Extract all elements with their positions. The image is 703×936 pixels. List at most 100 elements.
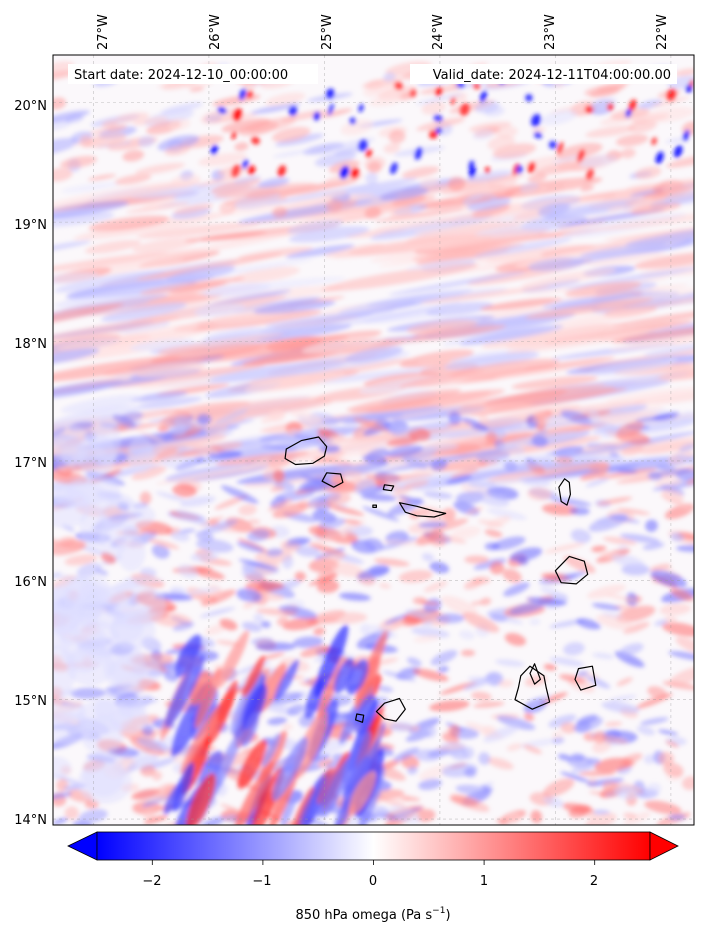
omega-cell [355, 654, 381, 711]
omega-cell [608, 293, 694, 313]
omega-cell [426, 302, 494, 316]
omega-cell [444, 352, 540, 370]
omega-cell [155, 491, 186, 502]
omega-cell [289, 429, 318, 437]
omega-cell [478, 413, 489, 426]
omega-cell [115, 112, 150, 123]
omega-cell [642, 542, 665, 550]
omega-cell [406, 657, 422, 667]
omega-cell [313, 111, 321, 121]
omega-cell [529, 618, 541, 626]
omega-cell [466, 507, 483, 515]
omega-cell [417, 350, 473, 365]
omega-cell [319, 108, 353, 118]
omega-cell [232, 266, 300, 283]
omega-field [53, 60, 694, 825]
omega-cell [199, 750, 223, 786]
omega-cell [617, 468, 638, 474]
omega-cell [302, 478, 333, 492]
omega-cell [478, 752, 491, 765]
omega-cell [496, 126, 518, 139]
omega-cell [419, 601, 440, 606]
omega-cell [147, 292, 198, 304]
omega-cell [242, 655, 266, 698]
omega-cell [132, 116, 168, 126]
omega-cell [98, 501, 156, 530]
omega-cell [314, 624, 349, 698]
omega-cell [577, 149, 585, 163]
omega-cell [412, 668, 449, 682]
omega-cell [166, 265, 236, 283]
omega-cell [167, 396, 327, 420]
omega-cell [531, 113, 542, 127]
omega-cell [476, 451, 511, 463]
omega-cell [503, 460, 518, 471]
omega-cell [579, 470, 607, 481]
omega-cell [538, 202, 571, 217]
omega-cell [275, 133, 324, 147]
omega-cell [256, 323, 352, 341]
omega-cell [137, 429, 164, 443]
omega-cell [186, 773, 216, 825]
omega-cell [655, 151, 664, 165]
omega-cell [333, 796, 354, 825]
omega-cell [670, 532, 685, 542]
omega-cell [267, 717, 288, 726]
omega-cell [184, 442, 220, 454]
omega-cell [419, 177, 440, 188]
omega-cell [624, 433, 694, 453]
omega-cell [625, 183, 662, 191]
omega-cell [360, 623, 372, 636]
omega-cell [604, 721, 623, 727]
island-coastline [355, 713, 365, 723]
omega-cell [516, 458, 554, 469]
omega-cell [87, 174, 117, 181]
omega-cell [685, 477, 694, 485]
omega-cell [251, 637, 274, 646]
omega-cell [107, 124, 128, 132]
omega-cell [542, 778, 575, 797]
omega-cell [605, 386, 694, 403]
omega-cell [398, 569, 433, 583]
omega-cell [53, 572, 62, 579]
colorbar-left-extension [67, 831, 98, 861]
omega-cell [468, 676, 493, 684]
omega-cell [433, 114, 443, 123]
island-coastline [529, 663, 542, 685]
omega-cell [233, 175, 261, 184]
omega-cell [634, 166, 662, 180]
omega-cell [586, 252, 667, 267]
omega-cell [489, 561, 505, 575]
omega-cell [525, 94, 533, 102]
omega-cell [548, 714, 577, 728]
omega-cell [554, 456, 574, 464]
omega-cell [101, 302, 187, 322]
omega-cell [342, 756, 371, 811]
gridlines [53, 55, 694, 825]
omega-cell [617, 508, 651, 515]
omega-cell [126, 202, 190, 214]
omega-cell [385, 444, 424, 458]
omega-cell [353, 417, 390, 433]
omega-cell [271, 736, 308, 802]
omega-cell [364, 206, 382, 219]
omega-cell [620, 148, 636, 159]
omega-cell [645, 519, 658, 532]
omega-cell [245, 581, 284, 591]
omega-cell [238, 558, 277, 571]
omega-cell [173, 203, 214, 215]
omega-cell [597, 468, 658, 479]
omega-cell [430, 650, 458, 666]
omega-cell [342, 470, 364, 480]
omega-cell [470, 600, 483, 606]
omega-cell [407, 766, 418, 775]
omega-cell [509, 547, 543, 562]
omega-cell [441, 595, 478, 616]
omega-cell [238, 504, 257, 516]
omega-cell [174, 634, 202, 678]
omega-cell [603, 536, 637, 545]
omega-cell [570, 529, 591, 543]
omega-cell [609, 451, 620, 458]
omega-cell [242, 683, 267, 730]
